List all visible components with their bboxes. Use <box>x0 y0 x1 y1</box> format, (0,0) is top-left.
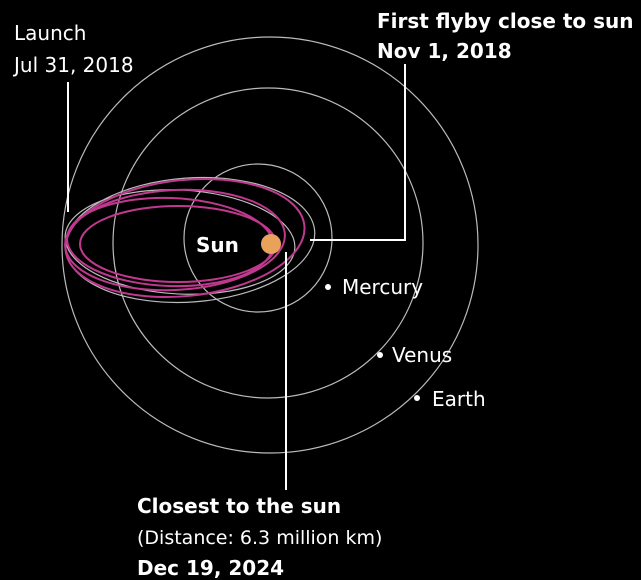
flyby-date: Nov 1, 2018 <box>377 39 512 63</box>
mercury-orbit <box>183 163 333 313</box>
venus-dot <box>377 352 383 358</box>
earth-dot <box>414 395 420 401</box>
sun <box>261 234 281 254</box>
flyby-title: First flyby close to sun <box>377 9 634 33</box>
earth-label: Earth <box>432 387 486 411</box>
closest-date: Dec 19, 2024 <box>137 556 284 580</box>
venus-orbit <box>112 87 424 399</box>
launch-title: Launch <box>14 21 86 45</box>
mercury-label: Mercury <box>342 275 423 299</box>
venus-label: Venus <box>392 343 452 367</box>
launch-date: Jul 31, 2018 <box>12 53 134 77</box>
closest-title: Closest to the sun <box>137 494 341 518</box>
closest-distance: (Distance: 6.3 million km) <box>137 527 382 549</box>
flyby-leader <box>310 64 406 241</box>
earth-orbit <box>61 36 479 454</box>
sun-label: Sun <box>196 233 239 257</box>
probe-orbit <box>64 177 306 299</box>
mercury-dot <box>325 284 331 290</box>
